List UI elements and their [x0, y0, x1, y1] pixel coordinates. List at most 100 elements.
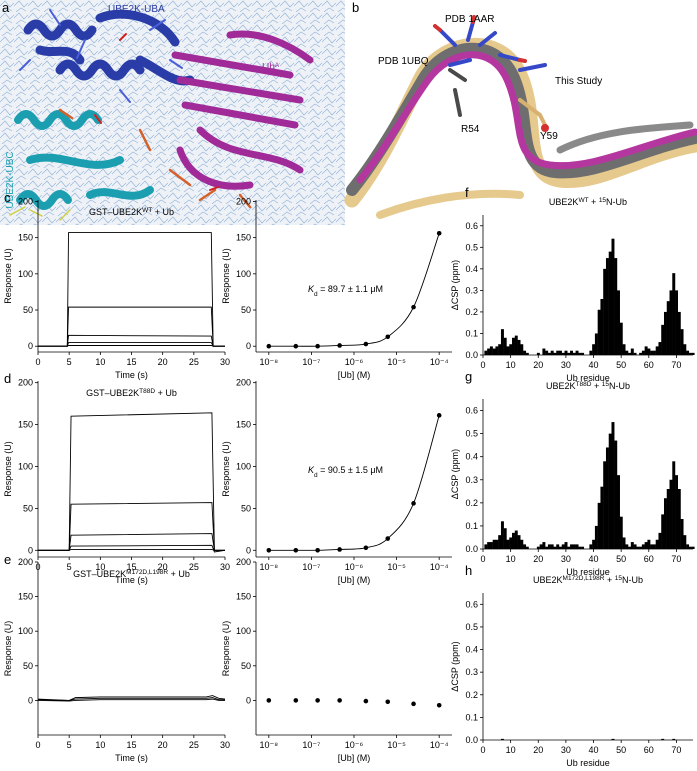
- x-tick-label: 30: [561, 745, 571, 755]
- bar: [655, 539, 659, 549]
- x-tick-label: 0: [480, 745, 485, 755]
- bar: [675, 475, 679, 549]
- text-segment: d: [314, 291, 318, 298]
- data-point: [363, 698, 369, 704]
- bar: [523, 350, 527, 355]
- bar: [669, 290, 673, 355]
- data-point: [315, 698, 320, 703]
- data-point: [436, 413, 442, 418]
- bar: [600, 299, 604, 355]
- data-point: [436, 230, 442, 236]
- y-tick-label: 0.6: [465, 221, 478, 231]
- y-tick-label: 0: [246, 545, 251, 555]
- text-segment: GST–UBE2K: [86, 388, 139, 398]
- y-tick-label: 100: [18, 269, 33, 279]
- bar: [520, 344, 524, 355]
- bar: [498, 344, 502, 355]
- bar: [672, 738, 676, 740]
- bar: [575, 544, 579, 549]
- data-point: [266, 343, 272, 349]
- x-tick-label: 10⁻⁴: [430, 740, 449, 750]
- bar: [550, 544, 554, 549]
- x-tick-label: 30: [561, 360, 571, 370]
- bar: [650, 544, 654, 549]
- x-tick-label: 20: [158, 562, 168, 572]
- text-segment: 15: [615, 575, 623, 582]
- x-tick-label: 15: [126, 357, 136, 367]
- bar: [545, 546, 549, 549]
- bar: [608, 251, 612, 355]
- x-axis-label: [Ub] (M): [338, 753, 371, 763]
- bar: [575, 350, 579, 355]
- data-point: [266, 547, 272, 553]
- bar: [556, 350, 560, 355]
- bar: [517, 339, 521, 355]
- trace: [38, 334, 225, 347]
- structure-a: [0, 0, 345, 225]
- data-point: [266, 698, 272, 703]
- x-tick-label: 15: [126, 562, 136, 572]
- y-tick-label: 0.2: [465, 307, 478, 317]
- bar: [570, 350, 574, 355]
- bar: [691, 352, 695, 355]
- bar: [506, 346, 510, 355]
- bar: [686, 350, 690, 355]
- bar: [617, 475, 620, 549]
- bar: [644, 346, 648, 355]
- bar: [536, 352, 540, 355]
- bar: [680, 329, 684, 355]
- bar: [641, 350, 645, 355]
- text-segment: N-Ub: [609, 381, 630, 391]
- data-point: [411, 501, 416, 506]
- bar: [688, 546, 692, 549]
- x-tick-label: 10: [506, 554, 516, 564]
- x-tick-label: 10⁻⁴: [430, 357, 449, 367]
- bar: [547, 544, 551, 549]
- bar: [619, 322, 623, 355]
- data-point: [293, 698, 299, 703]
- x-tick-label: 0: [480, 360, 485, 370]
- x-axis-label: Ub residue: [566, 373, 610, 383]
- panel-letter: d: [4, 371, 11, 386]
- data-point: [315, 547, 320, 553]
- bar: [600, 486, 604, 549]
- bar: [605, 258, 609, 355]
- bar: [509, 537, 513, 549]
- x-tick-label: 10: [506, 360, 516, 370]
- bar: [542, 542, 546, 549]
- y-tick-label: 0: [246, 341, 251, 351]
- data-point: [315, 343, 320, 349]
- x-tick-label: 40: [589, 554, 599, 564]
- bar: [589, 350, 593, 355]
- data-point: [337, 547, 342, 552]
- x-tick-label: 10⁻⁷: [302, 357, 320, 367]
- bar: [652, 350, 656, 355]
- bar: [639, 546, 643, 549]
- x-tick-label: 30: [220, 357, 230, 367]
- y-tick-label: 0: [28, 695, 33, 705]
- y-axis-label: Response (U): [3, 441, 13, 497]
- x-tick-label: 10: [506, 745, 516, 755]
- y-tick-label: 0.2: [465, 498, 478, 508]
- x-tick-label: 10⁻⁵: [387, 562, 406, 572]
- y-tick-label: 100: [18, 626, 33, 636]
- x-axis-label: Ub residue: [566, 758, 610, 768]
- y-tick-label: 0.3: [465, 475, 478, 485]
- x-tick-label: 10⁻⁸: [260, 357, 279, 367]
- text-segment: GST–UBE2K: [89, 207, 142, 217]
- x-tick-label: 15: [126, 740, 136, 750]
- bar: [630, 348, 634, 355]
- bar: [650, 350, 654, 355]
- bar: [581, 352, 585, 355]
- y-axis-label: Response (U): [221, 441, 231, 497]
- x-tick-label: 20: [533, 554, 543, 564]
- text-segment: = 89.7 ± 1.1 μM: [318, 284, 383, 294]
- text-segment: + Ub: [168, 569, 190, 579]
- bar: [525, 546, 529, 549]
- bar: [611, 738, 615, 740]
- y-tick-label: 0.5: [465, 242, 478, 252]
- text-segment: + Ub: [152, 207, 174, 217]
- y-tick-label: 0.2: [465, 690, 478, 700]
- y-axis-label: Response (U): [221, 248, 231, 304]
